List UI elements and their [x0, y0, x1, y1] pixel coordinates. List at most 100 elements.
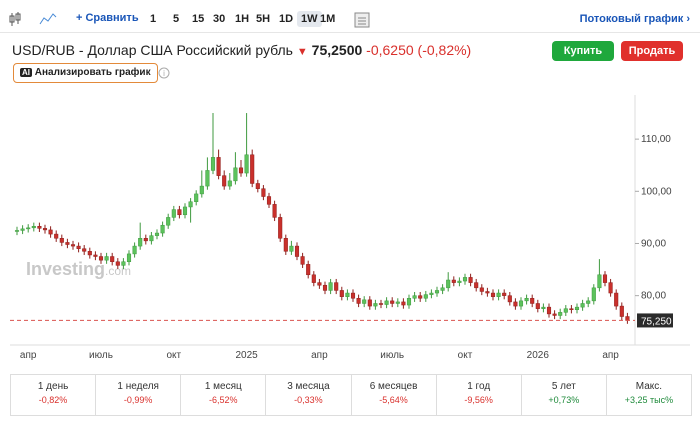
analyze-label: Анализировать график: [34, 67, 151, 78]
timeframe-button[interactable]: 5H: [256, 13, 271, 25]
watermark-main: Investing: [26, 259, 105, 279]
instrument-header: USD/RUB - Доллар США Российский рубль ▼ …: [12, 42, 472, 58]
period-label: 5 лет: [551, 381, 576, 392]
price: 75,2500: [311, 42, 363, 58]
candle-body: [457, 280, 462, 283]
candle-body: [166, 217, 171, 226]
candle-body: [177, 209, 182, 216]
candle-body: [255, 183, 260, 189]
timeframe-button[interactable]: 15: [192, 13, 205, 25]
candle-body: [154, 232, 160, 236]
period-cell[interactable]: 5 лет +0,73%: [520, 375, 606, 415]
period-label: 3 месяца: [287, 381, 330, 392]
candle-body: [188, 201, 193, 208]
period-cell[interactable]: 6 месяцев -5,64%: [350, 375, 436, 415]
candle-body: [272, 204, 277, 218]
candle-body: [216, 157, 221, 176]
candle-body: [300, 256, 305, 265]
compare-button[interactable]: + Сравнить: [76, 12, 139, 24]
period-cell[interactable]: 1 месяц -6,52%: [180, 375, 265, 415]
settings-icon[interactable]: [354, 12, 370, 28]
y-tick-label: 80,00: [641, 291, 666, 302]
candle-body: [261, 188, 266, 197]
candle-body: [149, 235, 154, 242]
candle-body: [485, 291, 490, 294]
candle-body: [345, 292, 350, 297]
period-change: -5,64%: [379, 395, 408, 405]
candle-body: [199, 185, 204, 195]
svg-text:i: i: [163, 69, 165, 78]
candle-body: [126, 253, 132, 262]
period-change: +0,73%: [548, 395, 580, 405]
candle-body: [283, 238, 288, 252]
candle-body: [591, 287, 596, 302]
period-cell[interactable]: 1 день -0,82%: [11, 375, 95, 415]
candle-body: [625, 316, 630, 321]
x-tick-label: июль: [380, 350, 404, 361]
candle-body: [446, 279, 451, 289]
candle-body: [535, 303, 540, 309]
candle-body: [222, 175, 227, 187]
period-cell[interactable]: 1 неделя -0,99%: [95, 375, 180, 415]
period-cell[interactable]: 3 месяца -0,33%: [265, 375, 350, 415]
candle-body: [541, 306, 546, 309]
candle-body: [294, 245, 300, 257]
timeframe-button[interactable]: 1H: [235, 13, 250, 25]
candle-body: [496, 292, 501, 297]
price-change-pct: (-0,82%): [417, 42, 472, 58]
candle-body: [412, 295, 417, 299]
period-cell[interactable]: 1 год -9,56%: [435, 375, 521, 415]
x-tick-label: апр: [311, 350, 328, 361]
candle-body: [502, 292, 507, 296]
timeframe-button[interactable]: 1D: [279, 13, 294, 25]
timeframe-button[interactable]: 5: [173, 13, 180, 25]
candle-body: [334, 282, 339, 291]
period-cell[interactable]: Макс. +3,25 тыс%: [605, 375, 691, 415]
candle-body: [406, 298, 412, 306]
watermark-suffix: .com: [105, 264, 131, 278]
candle-body: [367, 299, 372, 307]
period-label: Макс.: [635, 381, 663, 392]
candle-body: [143, 238, 148, 242]
period-label: 6 месяцев: [369, 381, 418, 392]
period-label: 1 год: [467, 381, 491, 392]
candle-body: [59, 238, 64, 243]
timeframe-button[interactable]: 1M: [320, 13, 336, 25]
stream-chart-link[interactable]: Потоковый график ›: [579, 13, 690, 25]
candle-body: [418, 295, 423, 299]
analyze-button[interactable]: AI Анализировать график: [13, 63, 158, 83]
candle-body: [115, 261, 120, 266]
period-label: 1 неделя: [117, 381, 159, 392]
x-tick-label: апр: [602, 350, 619, 361]
candle-body: [250, 154, 255, 184]
chart-type-icons[interactable]: [8, 8, 58, 32]
candle-body: [546, 306, 552, 315]
candle-body: [37, 226, 42, 229]
candle-body: [311, 274, 316, 283]
candle-body: [614, 292, 619, 307]
candle-body: [233, 167, 238, 182]
candle-body: [238, 167, 244, 174]
candle-body: [322, 284, 328, 291]
candle-body: [602, 274, 608, 283]
candle-body: [619, 305, 624, 317]
sell-button[interactable]: Продать: [621, 41, 683, 61]
toolbar: + Сравнить 1 5 15 30 1H 5H 1D 1W 1M Потоковый гр…: [0, 8, 700, 33]
candle-body: [14, 230, 20, 232]
instrument-title: USD/RUB - Доллар США Российский рубль: [12, 42, 293, 58]
timeframe-button[interactable]: 1: [150, 13, 157, 25]
buy-button[interactable]: Купить: [552, 41, 614, 61]
candle-body: [82, 248, 87, 252]
period-label: 1 день: [37, 381, 69, 392]
candle-body: [132, 245, 137, 255]
candle-body: [356, 298, 361, 304]
timeframe-button[interactable]: 1W: [297, 11, 322, 27]
timeframe-button[interactable]: 30: [213, 13, 226, 25]
candle-body: [530, 298, 535, 304]
candle-body: [104, 256, 109, 261]
candle-body: [468, 277, 473, 283]
candle-body: [93, 254, 98, 257]
candle-body: [350, 292, 356, 299]
info-icon[interactable]: i: [158, 67, 170, 79]
